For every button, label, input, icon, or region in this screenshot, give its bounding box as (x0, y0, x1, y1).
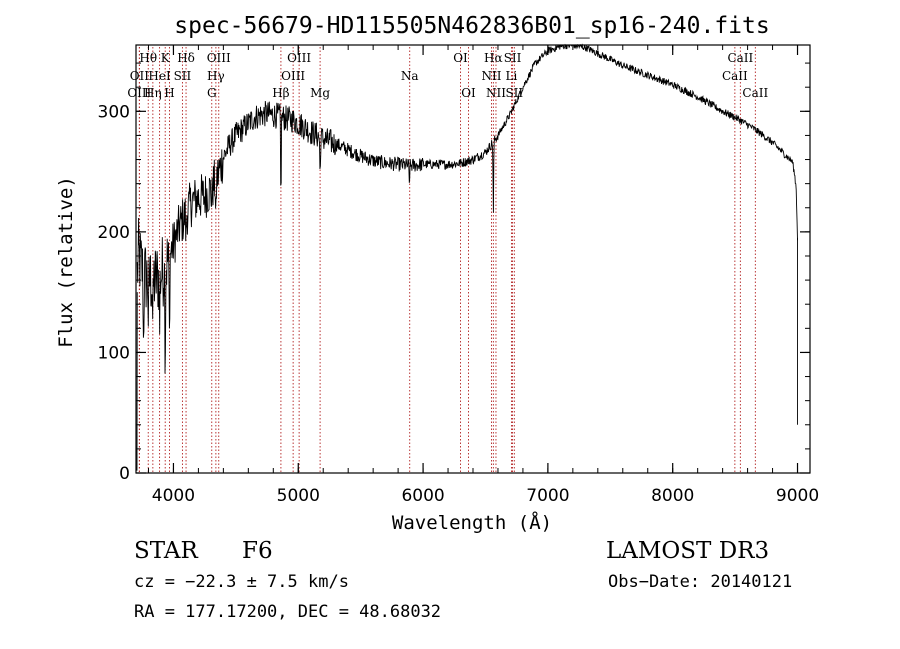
marker-label-13: OIII (281, 69, 305, 83)
marker-label-15: Mg (310, 86, 330, 100)
plot-frame (135, 44, 811, 474)
marker-label-8: H (164, 86, 174, 100)
marker-label-25: CaII (727, 51, 753, 65)
axis-ticks (136, 45, 810, 474)
x-tick-label: 5000 (277, 486, 320, 506)
spectrum-line (136, 43, 798, 374)
marker-label-14: Hβ (272, 86, 289, 100)
y-axis-label: Flux (relative) (55, 176, 77, 348)
x-tick-label: 4000 (152, 486, 195, 506)
y-tick-label: 0 (119, 464, 130, 484)
y-tick-label: 300 (98, 102, 130, 122)
y-tick-label: 100 (98, 343, 130, 363)
marker-label-9: OIII (207, 51, 231, 65)
redshift-readout: cz = −22.3 ± 7.5 km/s (134, 572, 349, 592)
survey-name: LAMOST DR3 (606, 538, 770, 564)
x-tick-label: 9000 (776, 486, 819, 506)
line-markers (138, 47, 756, 473)
marker-label-0: Hθ (139, 51, 157, 65)
object-subclass: F6 (242, 538, 273, 564)
marker-label-22: SII (504, 51, 522, 65)
axis-tick-labels: 4000 5000 6000 7000 8000 9000 0 100 200 300 (98, 102, 820, 506)
marker-label-5: Hη (144, 86, 162, 100)
marker-label-4: HeI (148, 69, 171, 83)
y-tick-label: 200 (98, 223, 130, 243)
marker-label-10: Hγ (207, 69, 225, 83)
x-axis-label: Wavelength (Å) (392, 511, 552, 534)
marker-label-18: OI (461, 86, 476, 100)
marker-label-17: OI (453, 51, 468, 65)
marker-label-20: NII (481, 69, 501, 83)
marker-label-27: CaII (742, 86, 768, 100)
marker-label-2: OIII (127, 86, 151, 100)
x-tick-label: 8000 (651, 486, 694, 506)
marker-label-26: CaII (722, 69, 748, 83)
x-tick-label: 7000 (526, 486, 569, 506)
marker-label-19: Hα (484, 51, 503, 65)
marker-label-3: K (161, 51, 171, 65)
marker-label-16: Na (401, 69, 419, 83)
spectrum-plot (136, 43, 798, 471)
marker-label-7: SII (174, 69, 192, 83)
marker-label-6: Hδ (177, 51, 195, 65)
coordinates: RA = 177.17200, DEC = 48.68032 (134, 602, 442, 622)
marker-label-1: OII (130, 69, 150, 83)
marker-label-21: NII (486, 86, 506, 100)
chart-title: spec-56679-HD115505N462836B01_sp16-240.f… (174, 13, 769, 39)
observation-date: Obs−Date: 20140121 (608, 572, 793, 592)
x-tick-label: 6000 (401, 486, 444, 506)
object-class: STAR (134, 538, 198, 564)
marker-label-23: Li (506, 69, 518, 83)
marker-label-12: OIII (287, 51, 311, 65)
marker-label-11: G (207, 86, 217, 100)
